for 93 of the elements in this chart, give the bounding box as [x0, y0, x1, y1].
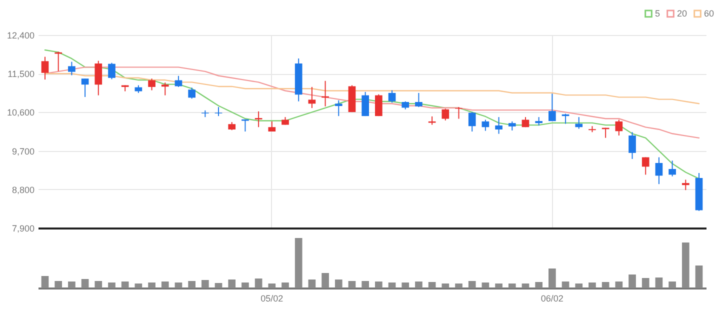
candlestick — [308, 86, 316, 109]
legend-label: 60 — [704, 8, 714, 19]
candlestick — [148, 78, 156, 91]
bar — [134, 284, 142, 288]
candlestick — [108, 62, 116, 80]
bar — [695, 266, 703, 288]
candlestick — [375, 94, 382, 117]
bar — [68, 282, 76, 288]
bar — [362, 281, 369, 288]
bar — [94, 281, 102, 288]
bar — [642, 278, 650, 288]
candlestick — [442, 108, 450, 121]
bar — [442, 284, 450, 288]
y-tick-label: 12,400 — [6, 30, 34, 40]
candlestick — [214, 106, 222, 117]
bar — [242, 282, 249, 288]
bar — [668, 282, 676, 288]
y-tick-label: 7,900 — [12, 224, 34, 234]
candlestick — [362, 91, 369, 117]
bar — [628, 274, 636, 288]
bar — [254, 278, 262, 288]
candlestick — [242, 118, 249, 132]
bar — [482, 282, 490, 288]
candlestick — [54, 51, 62, 72]
legend-label: 5 — [655, 8, 660, 19]
legend-label: 20 — [677, 8, 688, 19]
bar — [81, 279, 89, 288]
bar — [575, 284, 583, 288]
y-tick-label: 10,600 — [6, 108, 34, 118]
bar — [602, 282, 610, 288]
candlestick — [174, 75, 182, 88]
bar — [428, 282, 436, 288]
bar — [294, 238, 302, 288]
candlestick — [668, 160, 676, 177]
candlestick — [161, 82, 169, 96]
candlestick — [615, 119, 623, 136]
bar — [402, 282, 410, 288]
candlestick — [548, 93, 556, 122]
bar — [388, 282, 396, 288]
bar — [268, 284, 276, 288]
candlestick — [94, 60, 102, 96]
x-tick-label: 05/02 — [260, 294, 284, 304]
candlestick — [334, 100, 342, 117]
candlestick — [468, 112, 476, 132]
candlestick — [188, 87, 196, 100]
candlestick — [642, 156, 650, 176]
candlestick — [495, 116, 502, 134]
candlestick — [388, 90, 396, 104]
candlestick — [628, 132, 636, 160]
bar — [615, 282, 623, 288]
bar — [334, 280, 342, 288]
bar — [121, 282, 129, 288]
bar — [508, 284, 516, 288]
candlestick — [682, 179, 690, 191]
candlestick — [482, 119, 490, 132]
bar — [682, 242, 690, 288]
bar — [562, 282, 570, 288]
bar — [415, 282, 422, 288]
bar — [161, 282, 169, 288]
bar — [228, 280, 236, 288]
y-tick-label: 9,700 — [12, 146, 34, 156]
bar — [188, 281, 196, 288]
bar — [214, 283, 222, 288]
candlestick — [415, 92, 422, 108]
bar — [588, 282, 596, 288]
candlestick — [575, 116, 583, 130]
bar — [41, 276, 49, 288]
bar — [201, 280, 209, 288]
bar — [308, 280, 316, 288]
bar — [148, 282, 156, 288]
y-tick-label: 11,500 — [8, 69, 34, 80]
bar — [495, 284, 502, 288]
bar — [174, 282, 182, 288]
bar — [455, 284, 462, 288]
bar — [54, 281, 62, 288]
candlestick — [254, 110, 262, 128]
bar — [548, 268, 556, 288]
candlestick — [68, 61, 76, 76]
candlestick — [81, 78, 89, 98]
bar — [348, 281, 356, 288]
bar — [322, 273, 329, 288]
bar — [282, 282, 289, 288]
candlestick — [655, 156, 663, 185]
candlestick — [41, 56, 49, 80]
bar — [522, 284, 530, 288]
x-tick-label: 06/02 — [540, 294, 564, 304]
bar — [535, 282, 543, 288]
bar — [468, 281, 476, 288]
bar — [375, 282, 382, 288]
y-tick-label: 8,800 — [12, 184, 34, 195]
candlestick — [508, 120, 516, 131]
bar — [108, 282, 116, 288]
bar — [655, 278, 663, 288]
